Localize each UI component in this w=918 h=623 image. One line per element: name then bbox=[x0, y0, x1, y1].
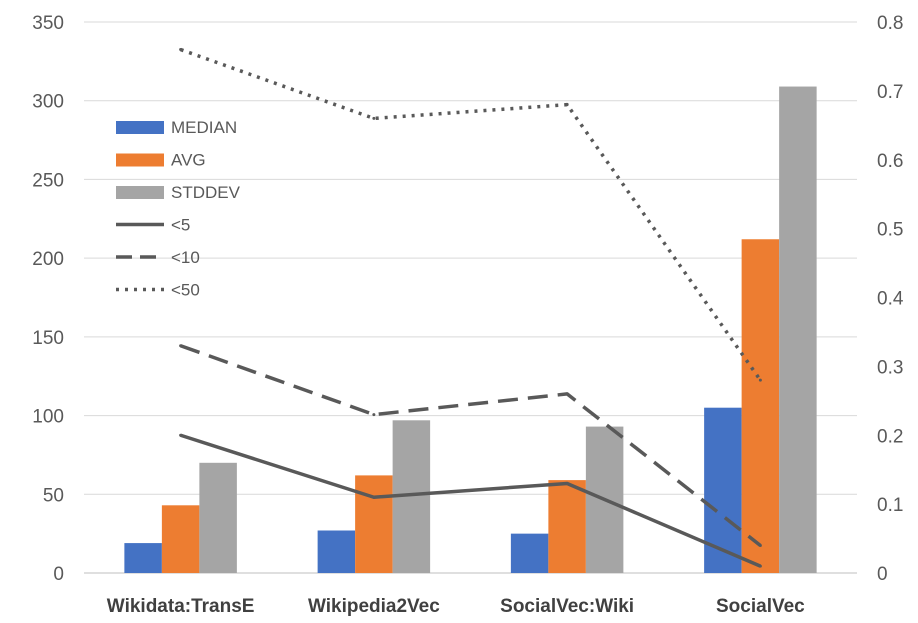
legend-label: <10 bbox=[171, 248, 200, 267]
legend-label: AVG bbox=[171, 151, 206, 170]
right-axis-tick-label: 0.5 bbox=[877, 220, 903, 241]
right-axis-tick-label: 0.6 bbox=[877, 151, 903, 172]
point-10 bbox=[565, 392, 569, 396]
left-axis-tick-label: 300 bbox=[32, 92, 64, 113]
bar-median bbox=[317, 530, 356, 573]
point-5 bbox=[758, 564, 762, 568]
left-axis-tick-label: 250 bbox=[32, 170, 64, 191]
line-series-10 bbox=[180, 344, 762, 547]
legend-label: MEDIAN bbox=[171, 118, 237, 137]
point-50 bbox=[758, 378, 762, 382]
category-label: Wikidata:TransE bbox=[107, 596, 255, 617]
point-50 bbox=[179, 48, 183, 52]
point-50 bbox=[565, 103, 569, 107]
bar-stddev bbox=[199, 462, 237, 573]
legend-label: <50 bbox=[171, 281, 200, 300]
right-axis-tick-label: 0.7 bbox=[877, 82, 903, 103]
point-5 bbox=[179, 433, 183, 437]
point-10 bbox=[372, 413, 376, 417]
right-axis-tick-label: 0.1 bbox=[877, 495, 903, 516]
legend-label: <5 bbox=[171, 216, 190, 235]
bar-median bbox=[124, 543, 162, 573]
line-series-5 bbox=[180, 433, 762, 568]
point-10 bbox=[758, 543, 762, 547]
legend-swatch-stddev bbox=[116, 186, 164, 199]
right-axis-tick-label: 0.2 bbox=[877, 426, 903, 447]
legend-swatch-median bbox=[116, 121, 164, 134]
point-50 bbox=[372, 116, 376, 120]
category-axis-labels: Wikidata:TransE Wikipedia2Vec SocialVec:Wi… bbox=[107, 596, 805, 617]
left-axis-tick-label: 100 bbox=[32, 407, 64, 428]
bar-stddev bbox=[779, 86, 817, 573]
bar-avg bbox=[161, 505, 200, 573]
right-axis-tick-label: 0.8 bbox=[877, 13, 903, 34]
legend-label: STDDEV bbox=[171, 183, 241, 202]
category-label: SocialVec bbox=[716, 596, 805, 617]
left-axis-tick-label: 150 bbox=[32, 328, 64, 349]
right-axis-tick-label: 0.4 bbox=[877, 289, 904, 310]
line-series-50 bbox=[180, 47, 762, 382]
left-axis-tick-label: 350 bbox=[32, 13, 64, 34]
right-axis-tick-label: 0.3 bbox=[877, 357, 903, 378]
left-axis-tick-label: 200 bbox=[32, 249, 64, 270]
bars bbox=[124, 86, 817, 573]
point-5 bbox=[372, 495, 376, 499]
category-label: SocialVec:Wiki bbox=[500, 596, 634, 617]
point-5 bbox=[565, 481, 569, 485]
bar-avg bbox=[548, 480, 586, 573]
bar-avg bbox=[741, 239, 780, 573]
category-label: Wikipedia2Vec bbox=[308, 596, 440, 617]
left-axis-ticks: 0 50 100 150 200 250 300 350 bbox=[32, 13, 64, 585]
legend: MEDIAN AVG STDDEV <5 <10 <50 bbox=[116, 118, 241, 300]
left-axis-tick-label: 0 bbox=[53, 564, 64, 585]
bar-avg bbox=[355, 475, 393, 573]
left-axis-tick-label: 50 bbox=[43, 485, 64, 506]
point-10 bbox=[179, 344, 183, 348]
right-axis-ticks: 0 0.1 0.2 0.3 0.4 0.5 0.6 0.7 0.8 bbox=[877, 13, 904, 585]
bar-median bbox=[510, 533, 549, 573]
legend-swatch-avg bbox=[116, 153, 164, 167]
series-lines bbox=[179, 47, 762, 568]
right-axis-tick-label: 0 bbox=[877, 564, 888, 585]
